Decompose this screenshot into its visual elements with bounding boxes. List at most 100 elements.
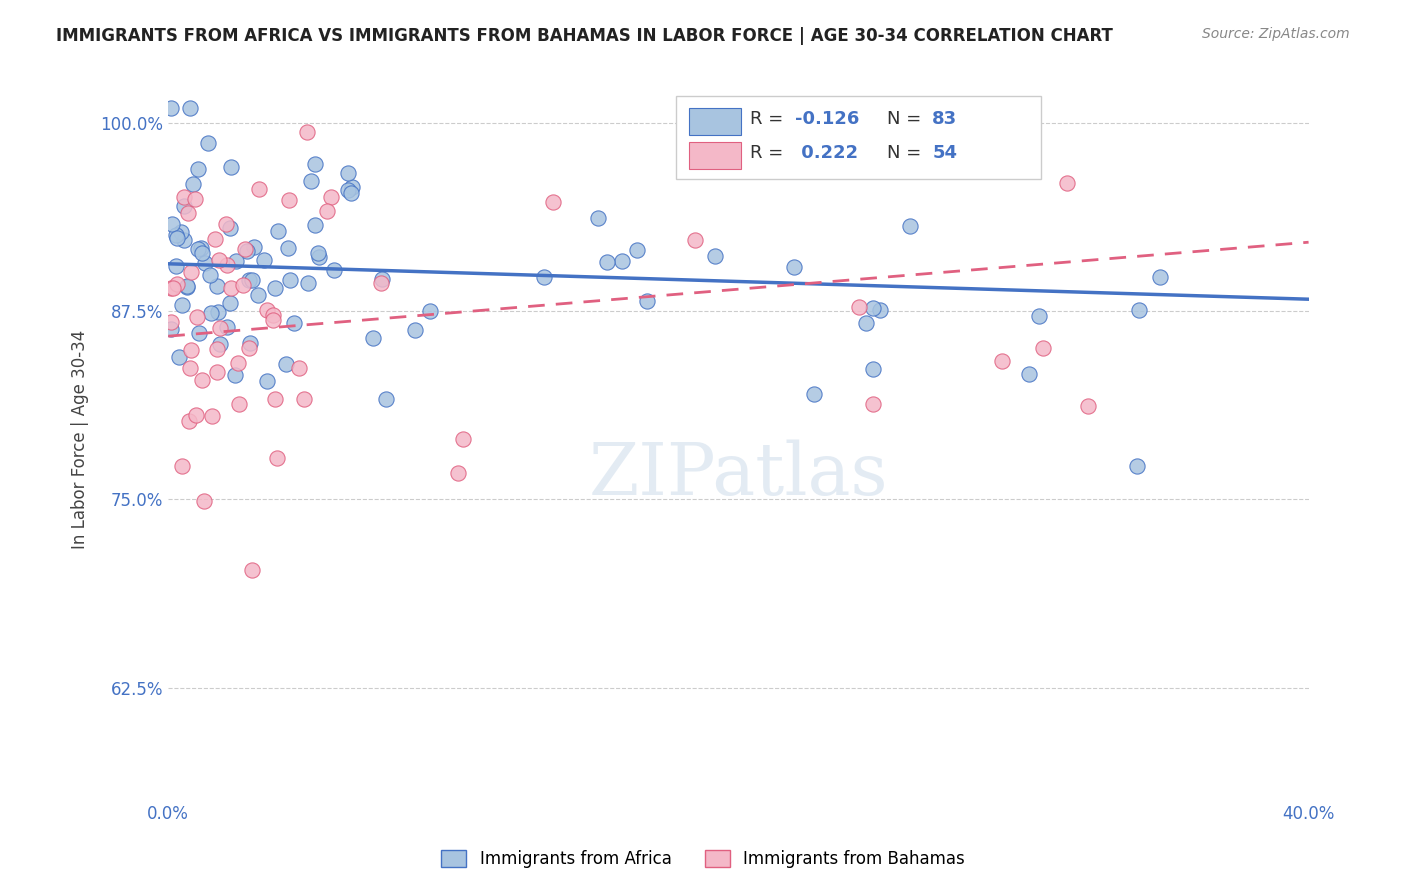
Point [167, 351, 190, 365]
Text: R =: R = [749, 111, 789, 128]
Point [1128, 302, 1150, 317]
Point [201, 409, 224, 423]
Point [280, 272, 302, 286]
Point [370, 276, 392, 290]
Point [218, 220, 240, 235]
Point [176, 279, 198, 293]
Point [243, 240, 266, 254]
Point [803, 387, 825, 401]
Y-axis label: In Labor Force | Age 30-34: In Labor Force | Age 30-34 [72, 329, 89, 549]
Point [1149, 270, 1171, 285]
Point [304, 218, 326, 232]
Text: R =: R = [749, 145, 789, 162]
Point [1077, 399, 1099, 413]
Point [1018, 367, 1040, 381]
Point [990, 354, 1012, 368]
Point [186, 310, 208, 325]
Point [232, 277, 254, 292]
Point [200, 306, 222, 320]
Text: Source: ZipAtlas.com: Source: ZipAtlas.com [1202, 27, 1350, 41]
Point [238, 272, 260, 286]
Point [239, 336, 262, 351]
Point [187, 326, 209, 340]
Point [236, 244, 259, 259]
Point [855, 316, 877, 330]
Point [533, 270, 555, 285]
Text: 0.222: 0.222 [796, 145, 859, 162]
Point [165, 228, 187, 243]
Point [404, 323, 426, 337]
Point [371, 272, 394, 286]
Point [205, 342, 228, 356]
Point [683, 233, 706, 247]
Point [1032, 341, 1054, 355]
Point [205, 278, 228, 293]
Point [173, 233, 195, 247]
Point [277, 241, 299, 255]
Point [703, 249, 725, 263]
Point [208, 253, 231, 268]
Point [228, 356, 250, 370]
Point [194, 256, 217, 270]
FancyBboxPatch shape [689, 108, 741, 136]
Text: N =: N = [887, 145, 927, 162]
Point [292, 392, 315, 406]
Point [240, 563, 263, 577]
Point [256, 303, 278, 318]
Point [215, 217, 238, 231]
Point [692, 141, 714, 155]
Text: ZIPatlas: ZIPatlas [589, 440, 889, 510]
Text: 83: 83 [932, 111, 957, 128]
Point [1028, 309, 1050, 323]
Point [170, 225, 193, 239]
Point [862, 361, 884, 376]
Point [451, 432, 474, 446]
Point [262, 308, 284, 322]
Point [307, 245, 329, 260]
Point [184, 408, 207, 422]
Point [172, 458, 194, 473]
Point [340, 186, 363, 201]
Point [198, 268, 221, 283]
Point [336, 166, 359, 180]
Point [187, 242, 209, 256]
Point [224, 368, 246, 382]
Point [160, 280, 183, 294]
FancyBboxPatch shape [676, 95, 1040, 178]
Point [179, 414, 201, 428]
Point [297, 276, 319, 290]
Point [304, 157, 326, 171]
Point [225, 253, 247, 268]
Point [323, 263, 346, 277]
Point [190, 242, 212, 256]
Point [173, 190, 195, 204]
Point [256, 374, 278, 388]
Point [209, 336, 232, 351]
Point [179, 360, 201, 375]
Point [183, 193, 205, 207]
Point [283, 316, 305, 330]
Point [173, 199, 195, 213]
Point [783, 260, 806, 274]
Point [342, 180, 364, 194]
Point [301, 173, 323, 187]
Point [193, 494, 215, 508]
Point [204, 232, 226, 246]
Text: 54: 54 [932, 145, 957, 162]
Text: IMMIGRANTS FROM AFRICA VS IMMIGRANTS FROM BAHAMAS IN LABOR FORCE | AGE 30-34 COR: IMMIGRANTS FROM AFRICA VS IMMIGRANTS FRO… [56, 27, 1114, 45]
Point [242, 273, 264, 287]
Point [361, 330, 384, 344]
Point [191, 246, 214, 260]
Point [162, 281, 184, 295]
Point [586, 211, 609, 225]
Point [337, 183, 360, 197]
Point [898, 219, 921, 234]
Point [626, 243, 648, 257]
Point [180, 343, 202, 358]
Point [262, 313, 284, 327]
Point [315, 203, 337, 218]
Point [219, 160, 242, 174]
Point [287, 361, 309, 376]
Point [266, 450, 288, 465]
Point [187, 161, 209, 176]
